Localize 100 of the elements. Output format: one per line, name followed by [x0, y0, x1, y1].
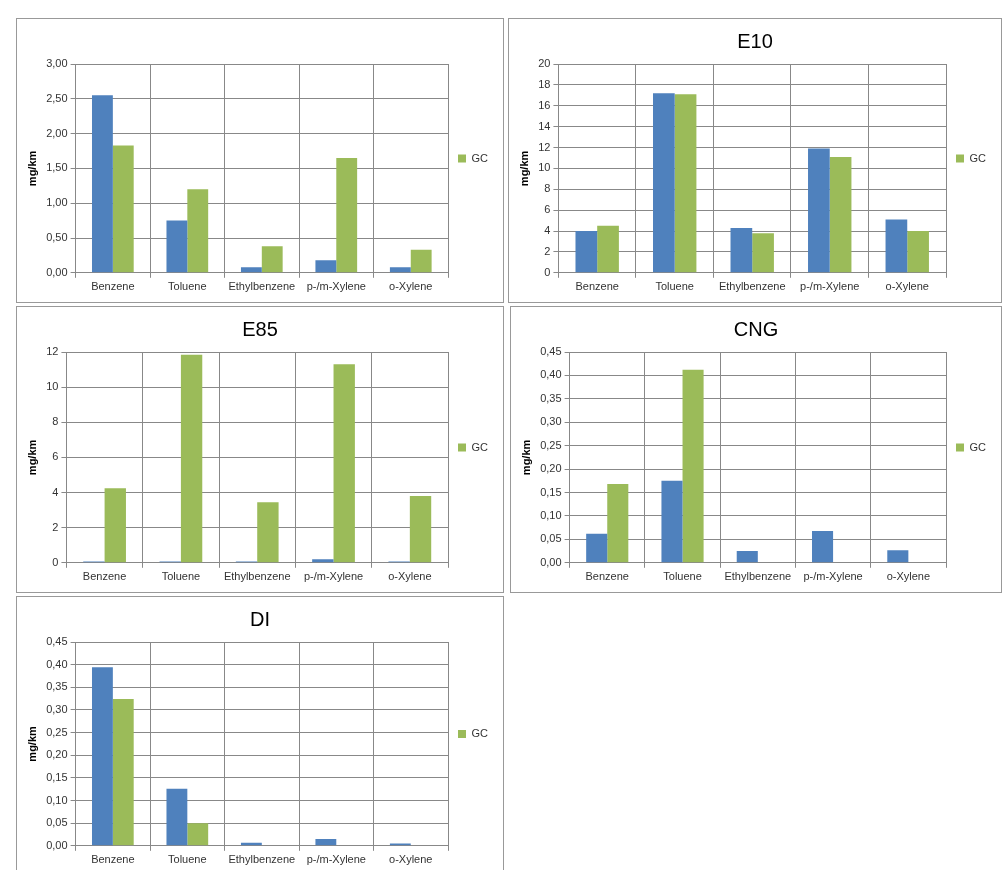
y-tick-label: 0,25: [540, 438, 562, 451]
bar: [336, 157, 358, 273]
x-tick-label: Ethylbenzene: [223, 570, 291, 583]
bar: [333, 364, 355, 563]
y-tick-label: 0: [544, 265, 551, 278]
bar: [180, 354, 203, 563]
y-tick-label: 2,50: [46, 91, 68, 104]
bar: [887, 550, 909, 563]
bar: [187, 189, 209, 273]
bar: [907, 231, 929, 273]
bar: [240, 267, 262, 273]
bar: [257, 502, 279, 563]
y-tick-label: 0,05: [540, 532, 562, 545]
y-tick-label: 6: [52, 450, 59, 463]
bar: [730, 227, 753, 273]
bar: [661, 480, 683, 563]
y-tick-label: 0,45: [46, 635, 68, 648]
x-tick-label: Ethylbenzene: [718, 280, 786, 293]
x-tick-label: p-/m-Xylene: [306, 853, 366, 866]
x-tick-label: o-Xylene: [885, 280, 929, 293]
x-tick-label: Benzene: [91, 280, 135, 293]
legend-label: GC: [471, 440, 489, 453]
bar: [315, 839, 337, 846]
x-tick-label: Ethylbenzene: [724, 570, 792, 583]
y-tick-label: 4: [544, 224, 551, 237]
x-tick-label: Benzene: [575, 280, 619, 293]
x-tick-label: p-/m-Xylene: [803, 570, 863, 583]
bar: [586, 533, 608, 563]
y-tick-label: 0,30: [540, 415, 562, 428]
x-tick-label: Benzene: [82, 570, 127, 583]
y-tick-label: 1,00: [46, 196, 68, 209]
x-tick-label: p-/m-Xylene: [800, 280, 860, 293]
legend-label: GC: [471, 151, 489, 164]
chart-title: CNG: [733, 317, 779, 340]
x-tick-label: Benzene: [91, 853, 135, 866]
y-tick-label: 0,40: [46, 657, 68, 670]
y-tick-label: 0,00: [46, 265, 68, 278]
bar: [112, 699, 134, 846]
y-tick-label: 0,45: [540, 345, 562, 358]
y-tick-label: 16: [538, 98, 551, 111]
y-tick-label: 12: [46, 345, 59, 358]
y-tick-label: 0,40: [540, 368, 562, 381]
y-tick-label: 0,35: [540, 391, 562, 404]
chart-title: DI: [250, 607, 270, 630]
y-tick-label: 0,05: [46, 816, 68, 829]
y-tick-label: 0,00: [540, 555, 562, 568]
y-tick-label: 0,50: [46, 231, 68, 244]
bar: [575, 231, 598, 273]
y-tick-label: 12: [538, 140, 551, 153]
y-tick-label: 10: [46, 380, 59, 393]
bar: [808, 148, 830, 273]
bar: [885, 219, 908, 273]
bar: [752, 233, 774, 273]
x-tick-label: Ethylbenzene: [228, 280, 296, 293]
chart-title: E10: [737, 29, 773, 52]
bar: [597, 225, 619, 273]
x-tick-label: o-Xylene: [389, 280, 433, 293]
x-tick-label: p-/m-Xylene: [303, 570, 364, 583]
y-tick-label: 6: [544, 203, 551, 216]
x-tick-label: Toluene: [168, 280, 207, 293]
y-tick-label: 10: [538, 161, 551, 174]
y-tick-label: 0,15: [46, 770, 68, 783]
bar: [261, 246, 283, 273]
y-tick-label: 0,15: [540, 485, 562, 498]
y-tick-label: 0,35: [46, 680, 68, 693]
y-tick-label: 0,00: [46, 838, 68, 851]
x-tick-label: Toluene: [663, 570, 702, 583]
x-tick-label: Toluene: [655, 280, 694, 293]
bar: [187, 823, 209, 846]
y-tick-label: 0,20: [46, 748, 68, 761]
y-axis-title: mg/km: [25, 725, 38, 762]
y-tick-label: 0,25: [46, 725, 68, 738]
bar: [315, 260, 337, 273]
x-tick-label: o-Xylene: [388, 570, 432, 583]
x-tick-label: o-Xylene: [389, 853, 433, 866]
y-tick-label: 1,50: [46, 161, 68, 174]
bar: [607, 484, 629, 563]
bar: [166, 220, 188, 273]
chart-title: E85: [242, 317, 278, 340]
y-tick-label: 2,00: [46, 126, 68, 139]
y-tick-label: 20: [538, 57, 551, 70]
x-tick-label: p-/m-Xylene: [306, 280, 366, 293]
legend-label: GC: [969, 440, 987, 453]
bar: [312, 559, 334, 563]
x-tick-label: Benzene: [585, 570, 629, 583]
y-tick-label: 8: [52, 415, 59, 428]
y-tick-label: 2: [544, 244, 551, 257]
x-tick-label: Ethylbenzene: [228, 853, 296, 866]
legend-label: GC: [471, 727, 489, 740]
y-tick-label: 14: [538, 119, 551, 132]
bar: [736, 551, 758, 563]
y-tick-label: 3,00: [46, 57, 68, 70]
x-tick-label: Toluene: [161, 570, 201, 583]
bar: [91, 95, 113, 273]
y-tick-label: 4: [52, 485, 59, 498]
y-tick-label: 8: [544, 182, 551, 195]
y-tick-label: 0,10: [540, 508, 562, 521]
legend-label: GC: [969, 151, 987, 164]
bar: [812, 530, 834, 563]
x-tick-label: Toluene: [168, 853, 207, 866]
